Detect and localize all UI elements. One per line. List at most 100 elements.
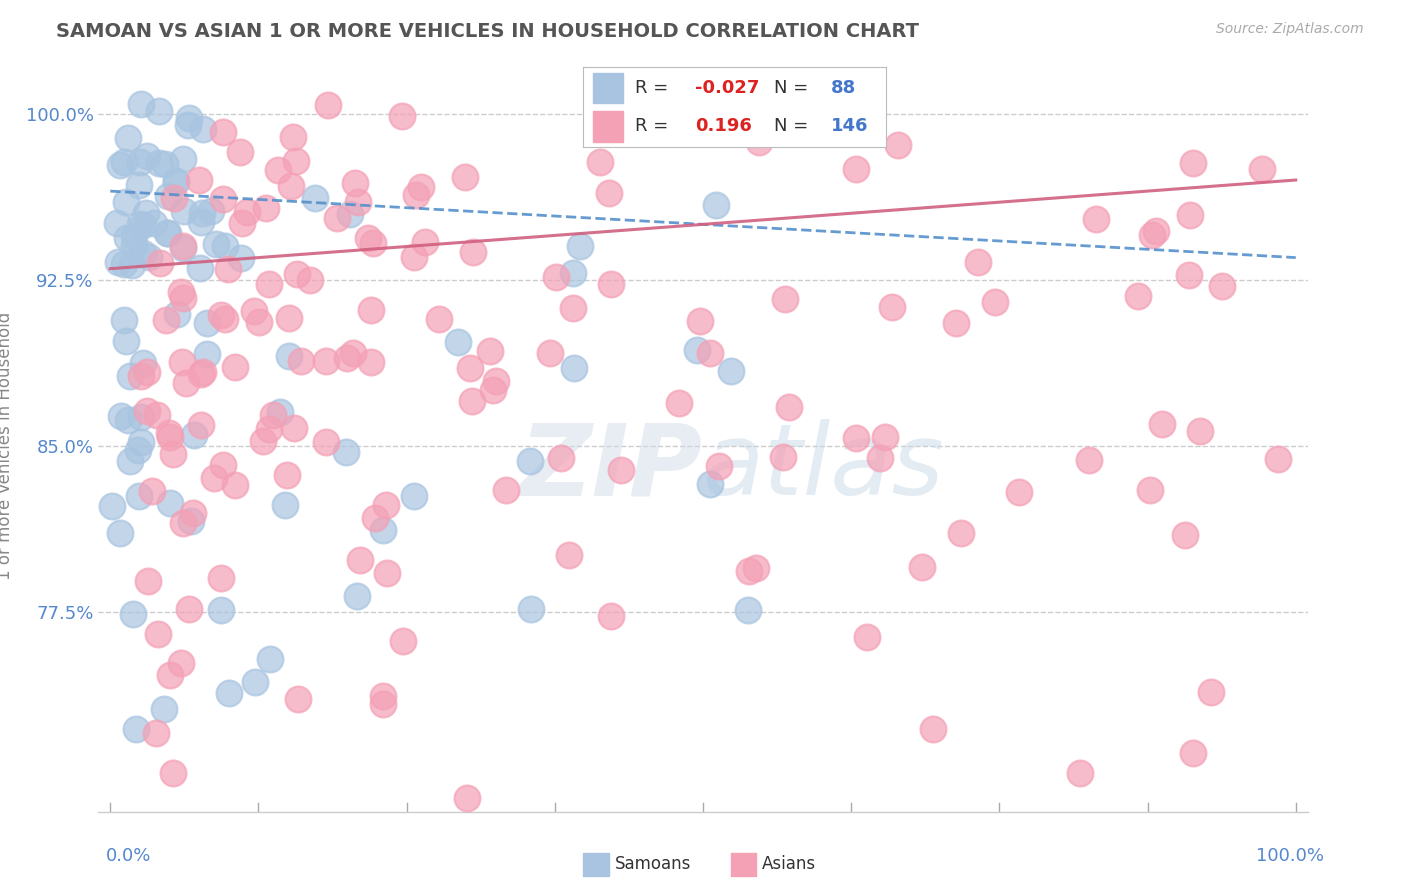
Point — [157, 226, 180, 240]
Point — [148, 256, 170, 270]
Point — [135, 366, 157, 380]
Text: -0.027: -0.027 — [696, 79, 759, 97]
Point — [481, 383, 503, 397]
Point — [375, 498, 398, 512]
Point — [169, 285, 191, 299]
Point — [699, 476, 721, 491]
Point — [155, 313, 177, 327]
Point — [188, 173, 211, 187]
Point — [179, 111, 201, 125]
Point — [218, 686, 240, 700]
Point — [277, 349, 299, 363]
Point — [360, 355, 382, 369]
Point — [101, 500, 124, 514]
Point — [197, 316, 219, 330]
Point — [668, 396, 690, 410]
Point — [125, 723, 148, 737]
Point — [129, 96, 152, 111]
Point — [200, 203, 222, 218]
Point — [122, 239, 145, 253]
Point — [209, 603, 232, 617]
Point — [461, 394, 484, 409]
Point — [177, 118, 200, 132]
Point — [190, 215, 212, 229]
Point — [298, 273, 321, 287]
Point — [561, 301, 583, 315]
Text: ZIP: ZIP — [520, 419, 703, 516]
Point — [131, 368, 153, 383]
Point — [427, 312, 450, 326]
Point — [921, 722, 943, 736]
Point — [138, 251, 160, 265]
Text: R =: R = — [636, 79, 668, 97]
Point — [357, 231, 380, 245]
Point — [519, 454, 541, 468]
Point — [1150, 417, 1173, 431]
Point — [568, 239, 591, 253]
Point — [211, 192, 233, 206]
Point — [148, 156, 170, 170]
Point — [304, 191, 326, 205]
Point — [214, 238, 236, 252]
Point — [162, 766, 184, 780]
Point — [550, 450, 572, 465]
Point — [112, 257, 135, 271]
Point — [115, 230, 138, 244]
Point — [283, 421, 305, 435]
Point — [108, 525, 131, 540]
Point — [190, 367, 212, 381]
Text: 146: 146 — [831, 117, 869, 135]
Point — [129, 155, 152, 169]
Point — [112, 155, 135, 169]
Point — [346, 589, 368, 603]
Point — [772, 450, 794, 464]
Point — [127, 442, 149, 457]
Point — [1069, 765, 1091, 780]
Point — [589, 155, 612, 169]
Point — [120, 368, 142, 383]
Point — [343, 176, 366, 190]
Point — [190, 206, 212, 220]
Point — [284, 153, 307, 168]
Point — [172, 241, 194, 255]
Point — [277, 311, 299, 326]
Point — [325, 211, 347, 226]
Point — [335, 445, 357, 459]
Point — [132, 356, 155, 370]
Point — [162, 447, 184, 461]
Point — [485, 375, 508, 389]
Point — [520, 602, 543, 616]
Point — [405, 188, 427, 202]
Point — [269, 405, 291, 419]
Point — [1267, 451, 1289, 466]
Point — [117, 130, 139, 145]
Point — [361, 235, 384, 250]
Point — [247, 315, 270, 329]
Text: SAMOAN VS ASIAN 1 OR MORE VEHICLES IN HOUSEHOLD CORRELATION CHART: SAMOAN VS ASIAN 1 OR MORE VEHICLES IN HO… — [56, 22, 920, 41]
Point — [276, 468, 298, 483]
Point — [285, 268, 308, 282]
Point — [984, 294, 1007, 309]
Point — [880, 300, 903, 314]
Point — [778, 400, 800, 414]
Point — [121, 607, 143, 622]
Point — [748, 136, 770, 150]
Point — [143, 216, 166, 230]
Point — [136, 574, 159, 589]
Point — [1174, 527, 1197, 541]
Point — [156, 226, 179, 240]
Point — [224, 360, 246, 375]
Point — [1178, 268, 1201, 283]
Point — [188, 260, 211, 275]
Point — [148, 627, 170, 641]
Point — [115, 194, 138, 209]
Point — [360, 303, 382, 318]
Point — [209, 308, 232, 322]
Point — [159, 668, 181, 682]
Point — [346, 195, 368, 210]
Point — [172, 516, 194, 530]
Point — [159, 429, 181, 443]
Point — [245, 674, 267, 689]
Point — [235, 205, 257, 219]
Point — [402, 489, 425, 503]
